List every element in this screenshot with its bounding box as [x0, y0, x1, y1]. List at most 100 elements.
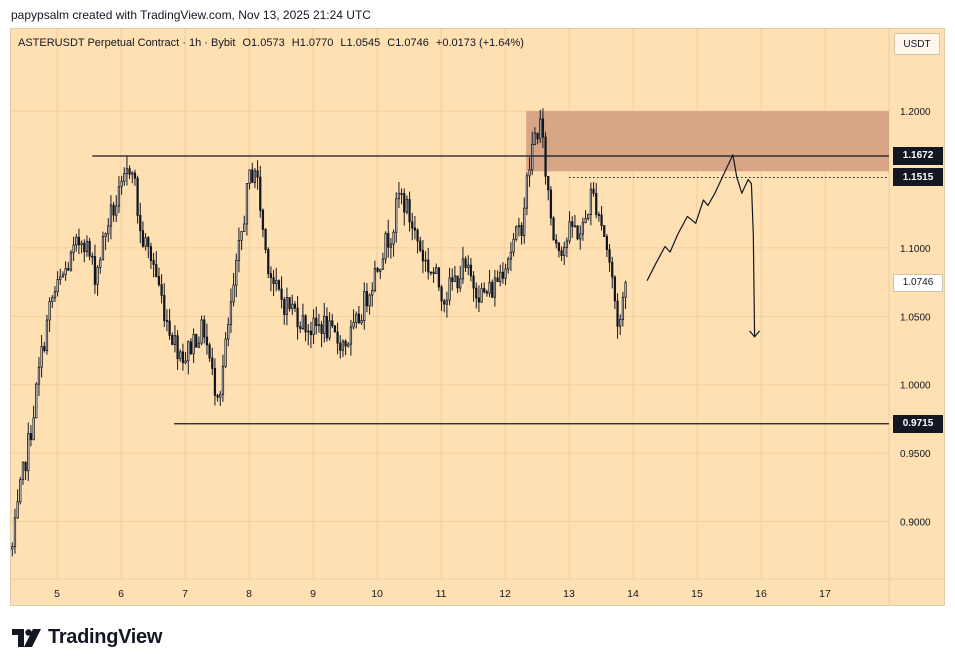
- candle-body: [405, 198, 409, 213]
- last-price-tag: 1.0746: [893, 273, 943, 292]
- candle-body: [579, 233, 582, 240]
- legend-symbol: ASTERUSDT Perpetual Contract · 1h · Bybi…: [18, 37, 236, 49]
- candle-body: [45, 319, 49, 351]
- candle-body: [179, 351, 182, 360]
- candle-body: [299, 326, 302, 329]
- candle-body: [213, 367, 217, 396]
- candle-body: [203, 319, 206, 338]
- candle-body: [19, 479, 22, 503]
- candle-body: [536, 132, 539, 140]
- candle-body: [448, 277, 451, 301]
- ohlc-legend: ASTERUSDT Perpetual Contract · 1h · Bybi…: [18, 37, 528, 49]
- candle-body: [96, 267, 99, 285]
- candle-body: [507, 258, 510, 270]
- candle-body: [472, 275, 475, 289]
- candle-body: [165, 320, 169, 322]
- candle-body: [600, 214, 603, 227]
- candle-body: [99, 259, 102, 268]
- candle-body: [485, 291, 489, 294]
- x-tick-label: 14: [627, 588, 639, 600]
- candle-body: [301, 315, 305, 329]
- candle-body: [184, 360, 187, 364]
- candle-body: [205, 336, 209, 346]
- x-tick-label: 6: [118, 588, 124, 600]
- candle-body: [539, 118, 542, 140]
- candle-body: [504, 268, 507, 279]
- candle-body: [400, 192, 403, 195]
- candle-body: [595, 192, 598, 215]
- candle-body: [517, 225, 521, 228]
- candle-body: [27, 433, 30, 472]
- candle-body: [440, 286, 443, 302]
- candle-body: [488, 282, 491, 294]
- candle-body: [264, 228, 267, 250]
- candle-body: [224, 338, 227, 367]
- candle-body: [195, 334, 198, 348]
- candle-body: [523, 207, 526, 236]
- candle-body: [611, 261, 614, 278]
- tradingview-logo-icon: [12, 628, 41, 647]
- legend-close: C1.0746: [387, 37, 429, 49]
- candle-body: [360, 320, 363, 324]
- x-tick-label: 11: [436, 588, 447, 600]
- candle-body: [571, 221, 574, 227]
- currency-unit-button[interactable]: USDT: [894, 33, 940, 55]
- candle-body: [376, 267, 379, 272]
- candle-body: [67, 268, 70, 271]
- candle-body: [232, 284, 235, 303]
- candle-body: [64, 268, 67, 275]
- candle-body: [136, 177, 139, 216]
- candle-body: [133, 172, 137, 179]
- candle-body: [373, 267, 377, 291]
- candle-body: [307, 330, 310, 333]
- candle-body: [621, 296, 625, 320]
- tradingview-logo[interactable]: TradingView: [12, 626, 162, 649]
- x-tick-label: 8: [246, 588, 252, 600]
- candle-body: [371, 290, 374, 296]
- candle-body: [616, 300, 619, 327]
- candle-body: [424, 259, 427, 262]
- candle-body: [456, 275, 459, 289]
- candle-body: [325, 316, 329, 339]
- candle-body: [408, 198, 411, 223]
- candle-body: [267, 249, 270, 275]
- y-tick-label: 1.0000: [900, 381, 931, 392]
- candle-body: [499, 271, 502, 283]
- candle-body: [392, 231, 395, 245]
- candle-body: [11, 546, 14, 550]
- candle-body: [403, 193, 406, 213]
- y-tick-label: 0.9500: [900, 449, 931, 460]
- candle-body: [304, 315, 307, 333]
- candle-body: [624, 282, 627, 298]
- candle-body: [573, 225, 577, 228]
- candle-body: [312, 317, 315, 336]
- x-tick-label: 9: [310, 588, 316, 600]
- candle-body: [347, 343, 350, 347]
- candle-body: [619, 319, 622, 327]
- chart-credit: papypsalm created with TradingView.com, …: [11, 8, 371, 22]
- candle-body: [141, 230, 145, 247]
- candle-body: [221, 365, 225, 395]
- supply-zone[interactable]: [526, 111, 889, 172]
- candle-body: [464, 258, 467, 268]
- candle-body: [349, 326, 353, 345]
- candle-body: [552, 217, 555, 241]
- candle-body: [416, 229, 419, 242]
- x-tick-label: 5: [54, 588, 60, 600]
- candle-body: [395, 198, 398, 233]
- candle-body: [43, 346, 46, 351]
- candle-body: [576, 225, 579, 240]
- candle-body: [163, 295, 166, 321]
- candle-body: [275, 280, 278, 285]
- x-tick-label: 12: [499, 588, 511, 600]
- projection-path[interactable]: [646, 154, 756, 337]
- candle-body: [323, 316, 326, 334]
- candle-body: [597, 214, 601, 216]
- candle-body: [283, 299, 286, 315]
- candle-body: [344, 340, 347, 347]
- candle-body: [123, 173, 126, 182]
- candle-body: [16, 501, 19, 519]
- x-tick-label: 15: [691, 588, 703, 600]
- candle-body: [237, 240, 241, 261]
